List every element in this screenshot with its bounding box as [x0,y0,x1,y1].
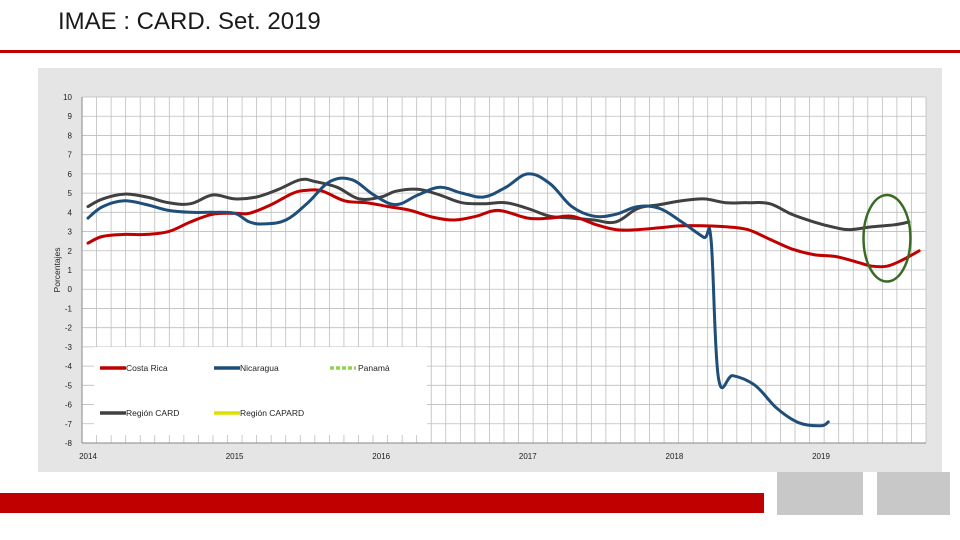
legend-label-costa-rica: Costa Rica [126,363,168,373]
series-line-region-card [86,177,911,232]
x-tick-label: 2016 [372,452,390,461]
y-axis-label: Porcentajes [52,248,62,293]
y-tick-label: -4 [65,362,73,371]
y-tick-label: 10 [63,93,72,102]
y-tick-label: 3 [68,228,73,237]
series-lines [86,172,921,428]
title-rule [0,50,960,53]
legend-label-nicaragua: Nicaragua [240,363,279,373]
y-tick-label: -1 [65,304,73,313]
legend-label-panama: Panamá [358,363,390,373]
y-tick-label: -6 [65,401,73,410]
x-tick-label: 2018 [666,452,684,461]
y-tick-label: 2 [68,247,73,256]
footer-square [777,472,863,515]
footer-bar [0,493,764,513]
legend-label-region-capard: Región CAPARD [240,408,304,418]
y-tick-label: -3 [65,343,73,352]
legend-label-region-card: Región CARD [126,408,179,418]
y-tick-label: 0 [68,285,73,294]
series-line-nicaragua [86,172,830,428]
y-tick-label: -7 [65,420,73,429]
y-tick-label: -2 [65,324,73,333]
highlight-ellipse [862,193,912,283]
x-tick-label: 2015 [226,452,244,461]
footer-square [877,472,950,515]
legend: Costa Rica Nicaragua Panamá Región CARD Regi… [94,347,427,435]
y-tick-label: 7 [68,151,73,160]
legend-box [94,347,427,435]
y-tick-label: 5 [68,189,73,198]
y-tick-label: -8 [65,439,73,448]
y-tick-label: 6 [68,170,73,179]
x-tick-label: 2019 [812,452,830,461]
y-tick-label: -5 [65,381,73,390]
x-tick-label: 2017 [519,452,537,461]
y-tick-label: 4 [68,208,73,217]
slide-title: IMAE : CARD. Set. 2019 [58,8,321,35]
y-tick-label: 9 [68,112,73,121]
y-tick-label: 8 [68,131,73,140]
y-tick-label: 1 [68,266,73,275]
annotations [862,193,912,283]
x-tick-label: 2014 [79,452,97,461]
